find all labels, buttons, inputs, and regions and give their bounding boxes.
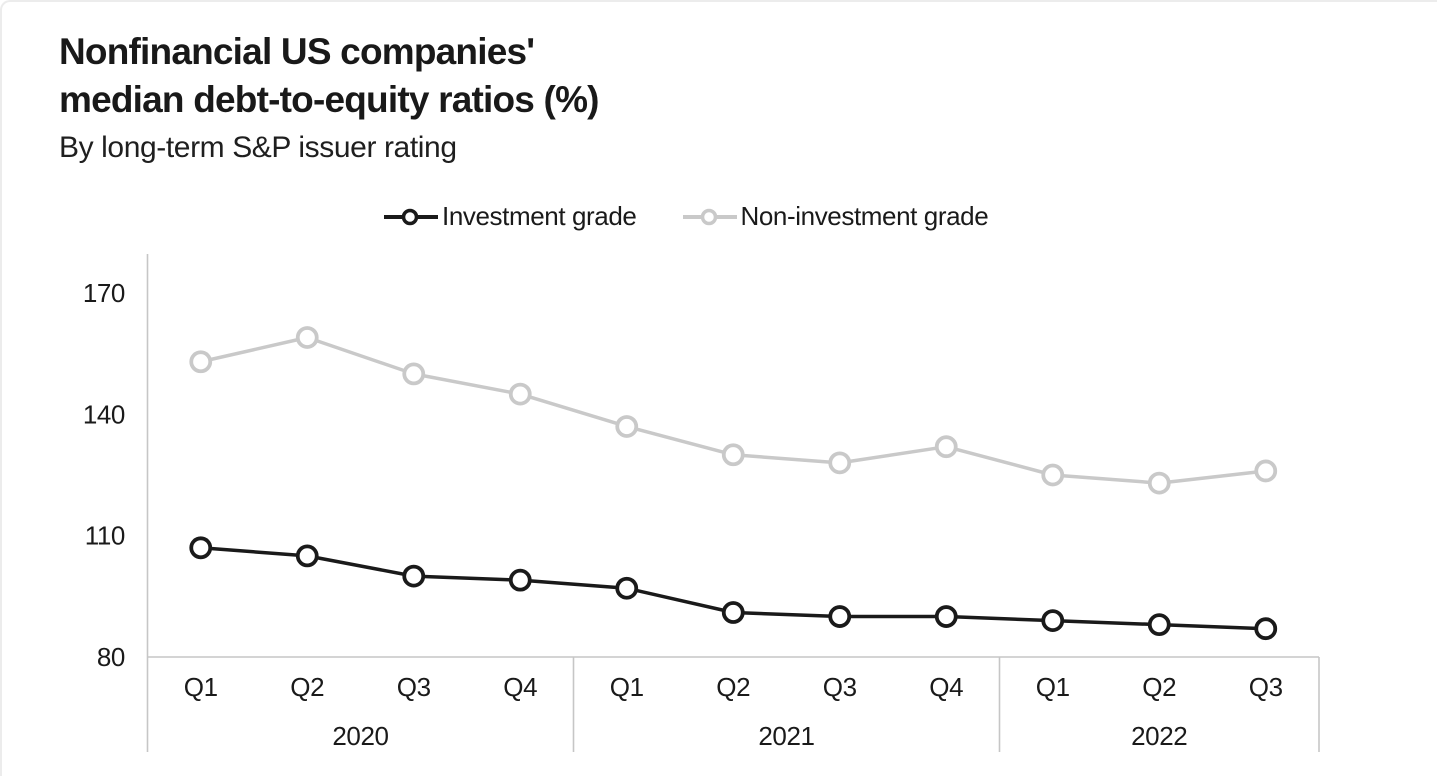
data-point-marker xyxy=(189,350,213,374)
y-tick-label: 110 xyxy=(85,521,125,551)
y-tick-label: 170 xyxy=(83,278,125,308)
line-open-circle-marker-icon xyxy=(384,208,438,225)
quarter-label: Q3 xyxy=(823,672,857,702)
quarter-label: Q3 xyxy=(397,672,431,702)
data-point-marker xyxy=(934,435,958,459)
data-point-marker xyxy=(1147,613,1171,637)
year-label: 2021 xyxy=(758,721,814,751)
legend-label-investment-grade: Investment grade xyxy=(442,201,637,231)
data-point-marker xyxy=(1041,609,1065,632)
data-point-marker xyxy=(402,564,426,588)
page-title-line-1: Nonfinancial US companies' xyxy=(59,31,535,72)
year-label: 2022 xyxy=(1131,721,1187,751)
x-axis-quarter-labels: Q1 Q2 Q3 Q4 Q1 Q2 Q3 Q4 Q1 Q2 Q3 xyxy=(184,672,1283,702)
quarter-label: Q1 xyxy=(184,672,218,702)
data-point-marker xyxy=(1147,471,1171,495)
title-block: Nonfinancial US companies' median debt-t… xyxy=(59,28,600,167)
x-axis-year-labels: 2020 2021 2022 xyxy=(332,721,1187,751)
data-point-marker xyxy=(402,362,426,386)
data-point-marker xyxy=(295,326,319,349)
quarter-label: Q2 xyxy=(716,672,750,702)
data-point-marker xyxy=(1254,459,1278,483)
data-point-marker xyxy=(828,451,852,475)
data-point-marker xyxy=(828,605,852,628)
legend-item-investment-grade: Investment grade xyxy=(383,201,637,232)
data-point-marker xyxy=(189,536,213,560)
data-point-marker xyxy=(721,601,745,624)
data-point-marker xyxy=(934,605,958,628)
quarter-label: Q3 xyxy=(1249,672,1283,702)
data-point-marker xyxy=(615,576,639,600)
data-point-marker xyxy=(295,544,319,568)
chart-subtitle: By long-term S&P issuer rating xyxy=(59,131,457,164)
quarter-label: Q4 xyxy=(929,672,963,702)
data-point-marker xyxy=(1041,463,1065,487)
data-point-marker xyxy=(1254,617,1278,641)
data-point-marker xyxy=(721,443,745,467)
line-open-circle-marker-icon xyxy=(682,208,737,225)
data-point-marker xyxy=(508,568,532,592)
legend-label-non-investment-grade: Non-investment grade xyxy=(740,201,989,231)
quarter-label: Q2 xyxy=(1142,672,1176,702)
data-point-marker xyxy=(615,415,639,438)
page-title-line-2: median debt-to-equity ratios (%) xyxy=(59,79,600,120)
y-tick-label: 140 xyxy=(83,399,125,429)
y-tick-label: 80 xyxy=(97,642,125,672)
data-point-marker xyxy=(508,382,532,406)
axes xyxy=(146,254,1320,752)
quarter-label: Q4 xyxy=(503,672,537,702)
series-investment-grade xyxy=(189,536,1278,641)
quarter-label: Q2 xyxy=(290,672,324,702)
legend-item-non-investment-grade: Non-investment grade xyxy=(682,201,989,232)
series-non-investment-grade xyxy=(189,326,1278,495)
quarter-label: Q1 xyxy=(610,672,644,702)
legend: Investment grade Non-investment grade xyxy=(383,201,989,232)
year-label: 2020 xyxy=(332,721,388,751)
y-axis-tick-labels: 80 110 140 170 xyxy=(83,278,126,672)
quarter-label: Q1 xyxy=(1036,672,1070,702)
